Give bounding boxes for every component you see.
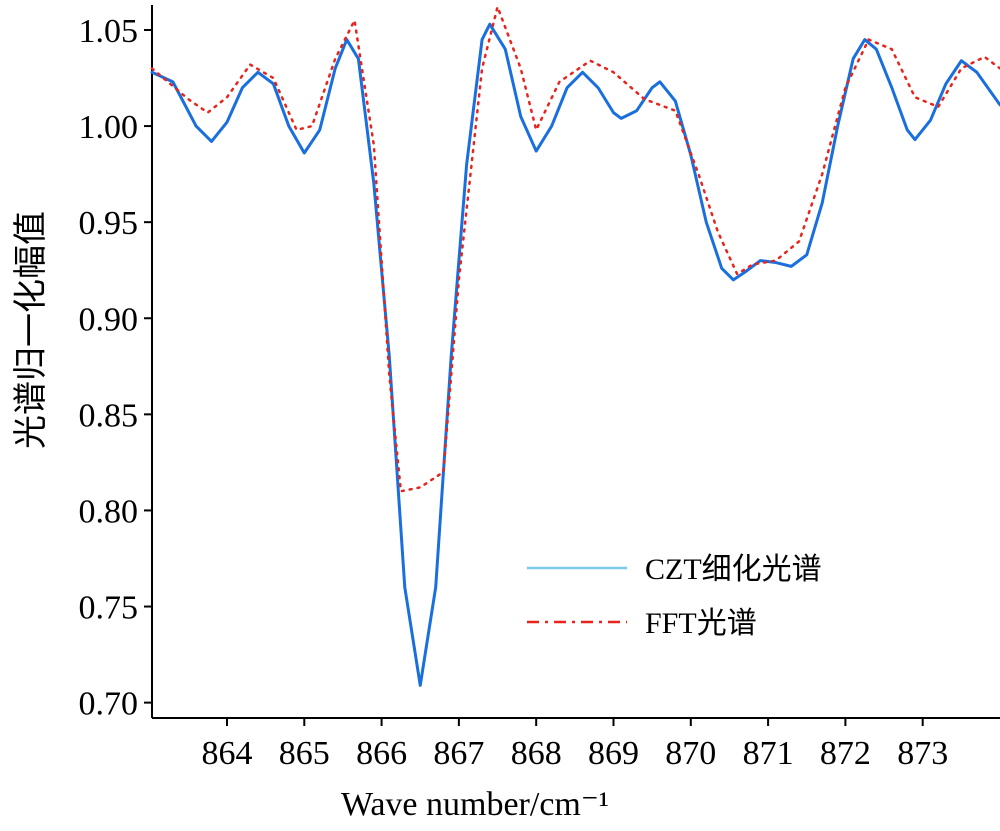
x-tick-label: 869 [588, 735, 639, 772]
x-tick-label: 868 [511, 735, 562, 772]
y-tick-label: 0.90 [79, 301, 139, 338]
x-tick-label: 864 [201, 735, 252, 772]
series-line [150, 5, 1000, 493]
x-tick-label: 873 [897, 735, 948, 772]
y-tick-label: 0.95 [79, 205, 139, 242]
x-axis-label: Wave number/cm⁻¹ [341, 786, 609, 823]
legend-label: FFT光谱 [645, 607, 757, 640]
y-tick-label: 0.75 [79, 590, 139, 627]
y-tick-label: 1.00 [79, 109, 139, 146]
x-tick-label: 866 [356, 735, 407, 772]
y-tick-label: 0.85 [79, 397, 139, 434]
x-tick-label: 867 [433, 735, 484, 772]
x-tick-label: 865 [279, 735, 330, 772]
y-axis-label: 光谱归一化幅值 [12, 211, 50, 449]
x-tick-label: 872 [820, 735, 871, 772]
x-tick-label: 871 [743, 735, 794, 772]
y-tick-label: 0.80 [79, 493, 139, 530]
legend-label: CZT细化光谱 [645, 553, 822, 586]
y-tick-label: 0.70 [79, 686, 139, 723]
y-tick-label: 1.05 [79, 13, 139, 50]
x-tick-label: 870 [665, 735, 716, 772]
series-line [150, 22, 1000, 687]
